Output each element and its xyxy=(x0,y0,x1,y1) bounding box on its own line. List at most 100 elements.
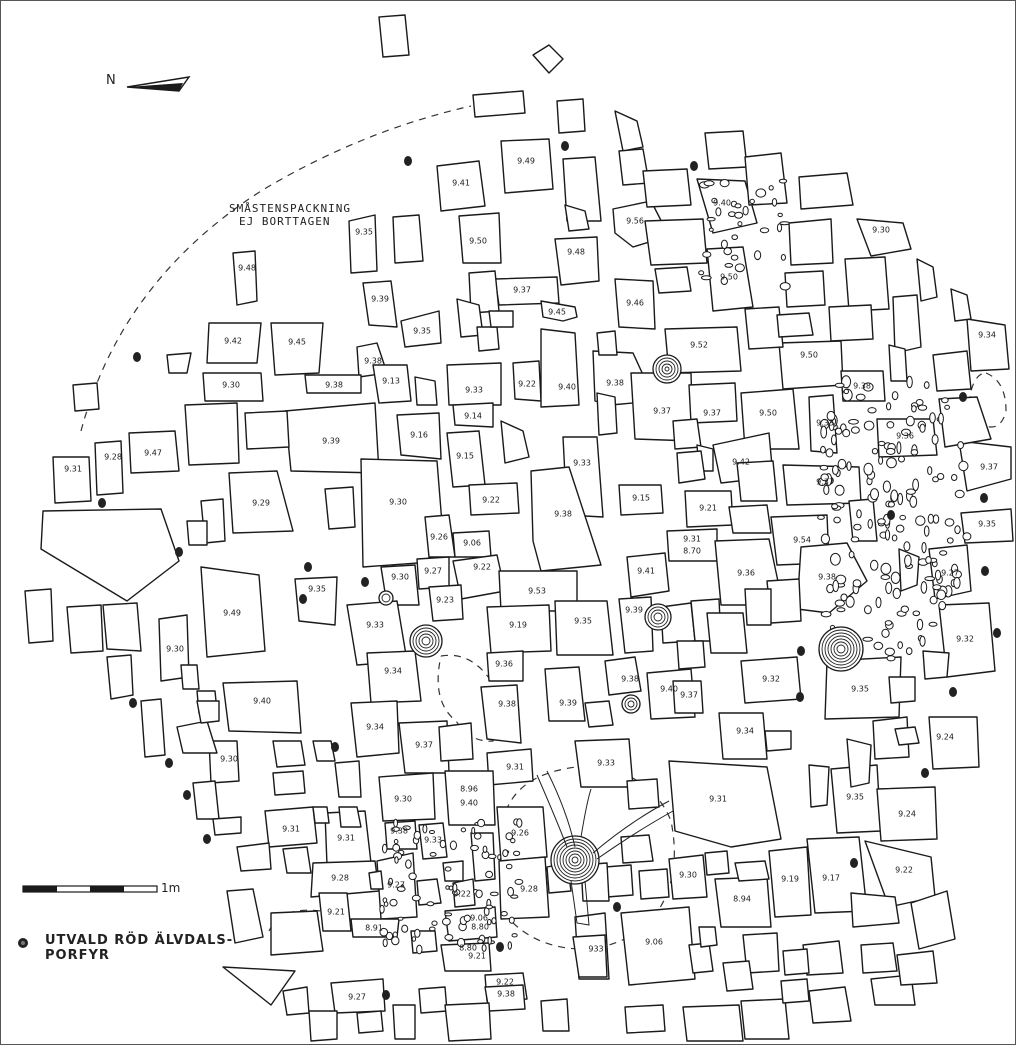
pebble xyxy=(917,404,928,411)
stone xyxy=(196,700,220,724)
level-label: 9.50 xyxy=(469,237,487,246)
level-label: 9.15 xyxy=(632,494,650,503)
level-label: 9.40 xyxy=(460,799,478,808)
stone xyxy=(468,482,520,516)
pebble xyxy=(700,275,712,281)
pebble xyxy=(862,636,874,642)
pebble xyxy=(912,478,919,492)
porphyry-dot-icon xyxy=(203,834,211,844)
pebble xyxy=(759,227,770,234)
pebble xyxy=(962,532,972,541)
pebble xyxy=(731,234,739,240)
root-lines xyxy=(536,770,674,926)
stone xyxy=(308,1010,338,1042)
pebble xyxy=(951,474,958,481)
stone xyxy=(676,640,706,670)
pebble xyxy=(429,926,436,932)
pebble xyxy=(886,655,896,662)
pebble xyxy=(932,476,939,483)
pebble xyxy=(906,375,913,389)
level-label: 9.22 xyxy=(496,978,514,987)
pebble xyxy=(819,464,829,471)
level-label: 9.38 xyxy=(554,510,572,519)
level-label: 9.30 xyxy=(222,381,240,390)
porphyry-dot-icon xyxy=(98,498,106,508)
stone xyxy=(236,842,272,872)
stone xyxy=(442,860,464,882)
stone xyxy=(222,680,302,734)
stone xyxy=(446,362,502,406)
pebble xyxy=(444,866,452,872)
pebble xyxy=(939,550,948,556)
level-label: 9.06 xyxy=(463,539,481,548)
pebble xyxy=(413,830,421,840)
pebble xyxy=(881,628,890,638)
stone xyxy=(348,214,378,274)
stone xyxy=(318,892,352,932)
stone xyxy=(922,650,950,680)
stone xyxy=(396,412,442,460)
stone xyxy=(476,326,500,352)
level-label: 9.21 xyxy=(327,908,345,917)
pebble xyxy=(864,605,872,615)
pebble xyxy=(826,410,836,422)
stone xyxy=(206,322,262,364)
level-label: 9.52 xyxy=(690,341,708,350)
stone xyxy=(744,588,772,626)
pebble xyxy=(944,404,950,410)
stone xyxy=(782,948,810,976)
stone xyxy=(312,740,336,762)
pebble xyxy=(836,607,846,613)
stone xyxy=(618,596,654,654)
level-label: 9.38 xyxy=(621,675,639,684)
level-label: 9.37 xyxy=(703,409,721,418)
pebble xyxy=(771,198,778,207)
pebble xyxy=(923,381,930,389)
stone xyxy=(698,926,718,948)
pebble xyxy=(916,618,924,631)
pebble xyxy=(901,428,911,436)
pebble xyxy=(830,552,841,566)
pebble xyxy=(842,428,851,438)
stone xyxy=(166,352,192,374)
level-label: 9.30 xyxy=(679,871,697,880)
porphyry-dot-icon xyxy=(980,493,988,503)
stone xyxy=(564,204,590,232)
level-label: 9.35 xyxy=(574,617,592,626)
level-label: 9.27 xyxy=(348,993,366,1002)
pebble xyxy=(853,523,862,531)
level-label: 9.15 xyxy=(456,452,474,461)
north-arrow-icon xyxy=(126,76,191,92)
stone xyxy=(200,566,266,658)
pebble xyxy=(431,920,438,926)
stone xyxy=(850,892,900,928)
stone xyxy=(938,396,992,448)
porphyry-dot-icon xyxy=(797,646,805,656)
stone xyxy=(688,382,738,424)
pebble xyxy=(958,460,969,472)
pebble xyxy=(921,542,927,554)
stone xyxy=(180,664,200,690)
pebble xyxy=(890,571,901,584)
pebble xyxy=(439,839,447,849)
level-label: 9.27 xyxy=(941,569,959,578)
pebble xyxy=(891,534,898,542)
pebble xyxy=(852,579,862,588)
pebble xyxy=(445,885,450,890)
pebble xyxy=(825,448,834,458)
pebble xyxy=(429,830,435,834)
stone xyxy=(444,906,498,942)
pebble xyxy=(885,581,893,595)
stone xyxy=(500,420,530,464)
pebble xyxy=(408,872,417,881)
stone xyxy=(128,430,180,474)
stone xyxy=(614,278,656,330)
pebble xyxy=(711,197,718,204)
pebble xyxy=(932,514,940,524)
level-label: 9.50 xyxy=(720,273,738,282)
pebble xyxy=(934,569,942,581)
concentric-ring-stone xyxy=(652,354,682,384)
porphyry-markers xyxy=(98,141,1001,1000)
pebble xyxy=(820,473,829,482)
stone xyxy=(626,552,670,598)
